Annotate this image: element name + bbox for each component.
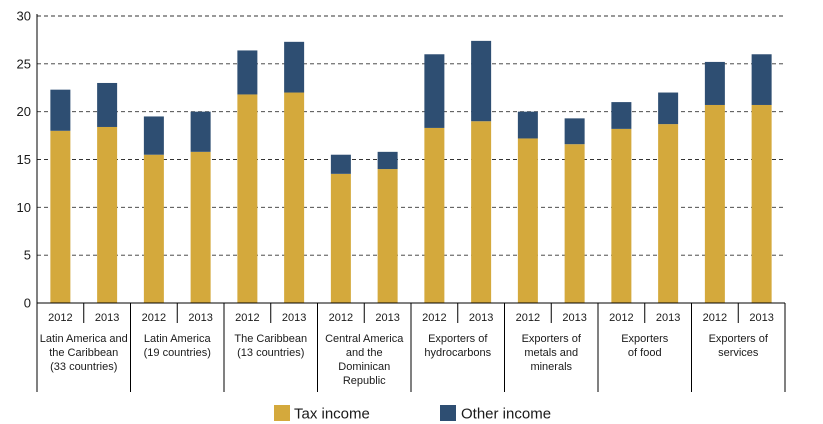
y-tick-label: 5 (24, 248, 31, 263)
legend-swatch-tax-income (274, 405, 290, 421)
bar-tax-income (704, 104, 725, 303)
year-label: 2013 (469, 312, 493, 324)
group-label: metals and (524, 347, 578, 359)
bar-other-income (517, 111, 538, 139)
year-label: 2013 (656, 312, 680, 324)
bar-other-income (50, 89, 71, 131)
bar-tax-income (190, 151, 211, 303)
bar-tax-income (751, 104, 772, 303)
y-tick-label: 10 (17, 200, 31, 215)
year-label: 2013 (188, 312, 212, 324)
year-label: 2013 (749, 312, 773, 324)
year-label: 2012 (142, 312, 166, 324)
year-label: 2012 (703, 312, 727, 324)
group-label: Central America (325, 333, 404, 345)
year-label: 2013 (282, 312, 306, 324)
x-axis-labels: 2012 2013 Latin America and the Caribbean (3… (40, 312, 774, 387)
bar-other-income (143, 116, 164, 155)
group-label: Latin America (144, 333, 212, 345)
year-label: 2012 (48, 312, 72, 324)
year-label: 2012 (329, 312, 353, 324)
bar-other-income (377, 151, 398, 170)
year-label: 2013 (562, 312, 586, 324)
y-tick-label: 0 (24, 296, 31, 311)
bar-tax-income (611, 128, 632, 303)
bar-tax-income (377, 169, 398, 303)
year-label: 2013 (375, 312, 399, 324)
group-label: minerals (530, 361, 572, 373)
year-label: 2013 (95, 312, 119, 324)
group-label: Latin America and (40, 333, 128, 345)
group-label: Republic (343, 375, 386, 387)
year-label: 2012 (235, 312, 259, 324)
legend-label-other-income: Other income (461, 406, 551, 423)
year-label: 2012 (609, 312, 633, 324)
year-label: 2012 (422, 312, 446, 324)
y-tick-label: 20 (17, 104, 31, 119)
bar-tax-income (97, 126, 118, 304)
bar-other-income (97, 82, 118, 127)
group-label: the Caribbean (49, 347, 118, 359)
bar-tax-income (564, 144, 585, 303)
bar-other-income (284, 41, 305, 93)
year-label: 2012 (516, 312, 540, 324)
bar-other-income (611, 102, 632, 129)
bar-other-income (424, 54, 445, 128)
group-label: Dominican (338, 361, 390, 373)
legend-swatch-other-income (440, 405, 456, 421)
group-label: services (718, 347, 759, 359)
bar-tax-income (517, 138, 538, 303)
group-label: Exporters of (522, 333, 582, 345)
bar-tax-income (471, 121, 492, 303)
y-tick-labels: 0 5 10 15 20 25 30 (17, 9, 31, 311)
group-label: (19 countries) (144, 347, 211, 359)
y-tick-label: 30 (17, 9, 31, 24)
bar-tax-income (237, 94, 258, 304)
bar-other-income (564, 118, 585, 145)
bar-tax-income (424, 127, 445, 304)
bar-other-income (190, 111, 211, 152)
y-tick-label: 15 (17, 152, 31, 167)
group-label: and the (346, 347, 383, 359)
group-label: The Caribbean (234, 333, 307, 345)
bar-tax-income (143, 154, 164, 303)
bar-tax-income (330, 173, 351, 303)
legend-label-tax-income: Tax income (294, 406, 370, 423)
group-label: Exporters of (428, 333, 488, 345)
bar-other-income (658, 92, 679, 125)
bar-other-income (704, 61, 725, 105)
group-label: Exporters of (709, 333, 769, 345)
bar-other-income (751, 54, 772, 105)
axes (36, 14, 786, 392)
legend: Tax income Other income (274, 405, 551, 423)
group-label: (13 countries) (237, 347, 304, 359)
bar-other-income (330, 154, 351, 174)
y-tick-label: 25 (17, 56, 31, 71)
group-label: hydrocarbons (424, 347, 491, 359)
bar-tax-income (658, 124, 679, 303)
group-label: of food (628, 347, 662, 359)
bar-other-income (237, 50, 258, 95)
bars (50, 40, 772, 304)
group-label: Exporters (621, 333, 669, 345)
bar-other-income (471, 40, 492, 122)
bar-tax-income (50, 130, 71, 303)
group-label: (33 countries) (50, 361, 117, 373)
bar-tax-income (284, 92, 305, 304)
